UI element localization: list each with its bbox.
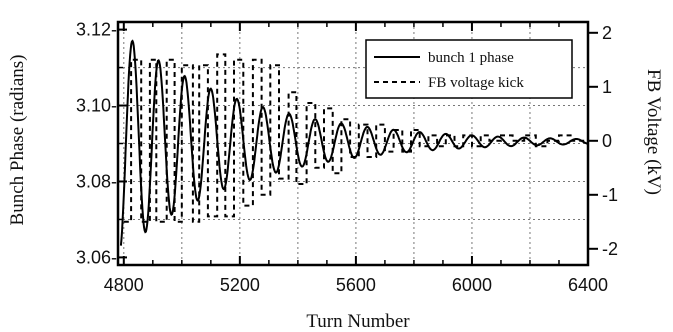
- axis-ticks: [118, 22, 598, 265]
- tick-labels: 4800 5200 5600 6000 6400 3.06- 3.08- 3.10- 3.12-…: [76, 20, 618, 295]
- series-line-fb-voltage-kick: [123, 53, 588, 223]
- y-tick-label: 3.08-: [76, 171, 117, 191]
- x-axis-title: Turn Number: [306, 311, 410, 332]
- series-layer: [119, 39, 589, 246]
- legend-label-bunch-1-phase: bunch 1 phase: [428, 50, 514, 66]
- x-tick-label: 5600: [336, 275, 376, 295]
- x-tick-label: 6400: [568, 275, 608, 295]
- legend-label-fb-voltage-kick: FB voltage kick: [428, 75, 524, 91]
- x-tick-label: 5200: [220, 275, 260, 295]
- y-tick-label: 3.12-: [76, 20, 117, 40]
- y-axis-title: Bunch Phase (radians): [7, 55, 28, 226]
- y2-tick-label: 2: [602, 23, 612, 43]
- x-tick-label: 6000: [452, 275, 492, 295]
- legend: bunch 1 phase FB voltage kick: [365, 39, 573, 99]
- y2-tick-label: 1: [602, 77, 612, 97]
- y-tick-label: 3.06-: [76, 247, 117, 267]
- y2-tick-label: 0: [602, 131, 612, 151]
- y2-tick-label: -2: [602, 239, 618, 259]
- y-tick-label: 3.10-: [76, 96, 117, 116]
- y2-tick-label: -1: [602, 185, 618, 205]
- y2-axis-title: FB Voltage (kV): [643, 69, 664, 195]
- x-tick-label: 4800: [104, 275, 144, 295]
- legend-box: [365, 39, 573, 99]
